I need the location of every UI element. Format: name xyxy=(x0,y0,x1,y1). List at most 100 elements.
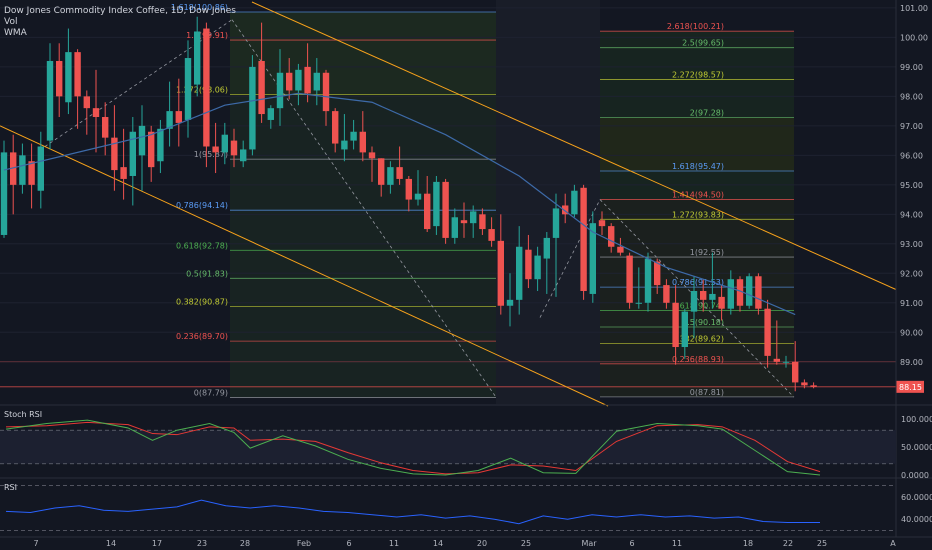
fib-level-label: 0(87.79) xyxy=(194,388,228,397)
candle-body xyxy=(700,290,707,300)
stoch-d-line xyxy=(5,421,821,475)
chart-title: Dow Jones Commodity Index Coffee, 1D, Do… xyxy=(4,6,236,16)
candle-body xyxy=(451,217,458,238)
candle-body xyxy=(782,361,790,363)
stoch-band xyxy=(0,430,896,464)
fib-level-label: 0.382(89.62) xyxy=(672,334,724,343)
candle-body xyxy=(589,223,596,294)
candle-body xyxy=(635,302,642,304)
candle-body xyxy=(746,276,753,306)
price-tick-label: 96.00 xyxy=(900,151,923,160)
fib-level-label: 1(92.55) xyxy=(690,248,724,257)
candle-body xyxy=(387,167,394,185)
price-tick-label: 97.00 xyxy=(900,122,923,131)
price-tick-label: 89.00 xyxy=(900,358,923,367)
candle-body xyxy=(663,285,670,303)
time-tick-label: 25 xyxy=(817,539,827,548)
time-tick-label: 14 xyxy=(106,539,116,548)
candle-body xyxy=(626,255,633,303)
stoch-rsi-label[interactable]: Stoch RSI xyxy=(4,410,43,419)
time-tick-label: 6 xyxy=(629,539,634,548)
candle-body xyxy=(230,140,238,156)
time-tick-label: 11 xyxy=(389,539,399,548)
candle-body xyxy=(709,293,716,300)
candle-body xyxy=(276,72,284,109)
candle-body xyxy=(341,140,348,150)
fib-level-label: 2.618(100.21) xyxy=(667,22,724,31)
candle-body xyxy=(92,108,100,118)
candle-body xyxy=(368,152,376,159)
candle-body xyxy=(764,308,771,356)
fib-level-label: 1.272(93.83) xyxy=(672,210,724,219)
candle-body xyxy=(552,208,560,238)
candle-body xyxy=(470,211,477,224)
candle-body xyxy=(166,111,173,129)
candle-body xyxy=(396,167,403,179)
price-tick-label: 94.00 xyxy=(900,210,923,219)
price-tick-label: 90.00 xyxy=(900,328,923,337)
candle-body xyxy=(65,52,72,103)
candle-body xyxy=(672,302,679,348)
candle-body xyxy=(221,134,228,153)
candle-body xyxy=(690,290,698,312)
candle-body xyxy=(460,220,468,224)
candle-body xyxy=(203,28,210,147)
price-tick-label: 99.00 xyxy=(900,63,923,72)
fib-level-label: 1.618(100.86) xyxy=(171,3,228,12)
time-tick-label: 14 xyxy=(433,539,443,548)
fib-level-label: 0.5(91.83) xyxy=(186,269,228,278)
candle-body xyxy=(378,158,385,185)
candle-body xyxy=(801,382,808,386)
candle-body xyxy=(773,358,780,362)
candle-body xyxy=(543,237,550,259)
fib-level-label: 0.786(91.53) xyxy=(672,278,724,287)
time-tick-label: 18 xyxy=(743,539,753,548)
fib-level-label: 0.5(90.18) xyxy=(682,318,724,327)
candle-body xyxy=(405,178,412,200)
candle-body xyxy=(258,60,265,115)
candle-body xyxy=(37,146,44,191)
wma-legend[interactable]: WMA xyxy=(4,28,27,38)
volume-legend[interactable]: Vol xyxy=(4,17,18,27)
fib-zone-right-band xyxy=(600,117,794,171)
candle-body xyxy=(654,261,661,286)
time-tick-label: 7 xyxy=(33,539,38,548)
time-tick-label: 22 xyxy=(783,539,793,548)
candle-body xyxy=(286,72,293,91)
candle-body xyxy=(129,131,136,176)
candle-body xyxy=(19,155,26,185)
fib-level-label: 0.236(89.70) xyxy=(176,332,228,341)
rsi-label[interactable]: RSI xyxy=(4,483,17,492)
candles-group xyxy=(0,16,817,392)
candle-body xyxy=(433,181,440,227)
price-tick-label: 100.00 xyxy=(900,33,928,42)
price-tick-label: 101.00 xyxy=(900,4,928,13)
candle-body xyxy=(249,66,256,150)
fib-level-label: 0.618(92.78) xyxy=(176,241,228,250)
candle-body xyxy=(608,226,615,247)
fib-level-label: 2.272(98.57) xyxy=(672,71,724,80)
fib-level-label: 1(95.87) xyxy=(194,150,228,159)
candle-body xyxy=(313,72,320,91)
candle-body xyxy=(148,131,155,168)
stoch-tick-label: 50.0000 xyxy=(901,443,932,452)
fib-zone-left-top xyxy=(230,12,496,95)
fib-anchor-line-right xyxy=(539,199,601,318)
candle-body xyxy=(212,146,219,153)
fib-level-label: 0.236(88.93) xyxy=(672,355,724,364)
candle-body xyxy=(83,96,90,109)
fib-level-label: 1.618(95.47) xyxy=(672,162,724,171)
candle-body xyxy=(534,255,541,280)
time-tick-label: 23 xyxy=(197,539,207,548)
candle-body xyxy=(28,161,35,185)
candle-body xyxy=(479,214,486,230)
candle-body xyxy=(184,58,192,120)
candle-body xyxy=(718,296,725,309)
time-tick-label: Feb xyxy=(297,539,311,548)
candle-body xyxy=(488,229,495,241)
price-tick-label: 98.00 xyxy=(900,92,923,101)
candle-body xyxy=(617,246,624,253)
time-tick-label: A xyxy=(890,539,896,548)
candle-body xyxy=(240,149,247,162)
